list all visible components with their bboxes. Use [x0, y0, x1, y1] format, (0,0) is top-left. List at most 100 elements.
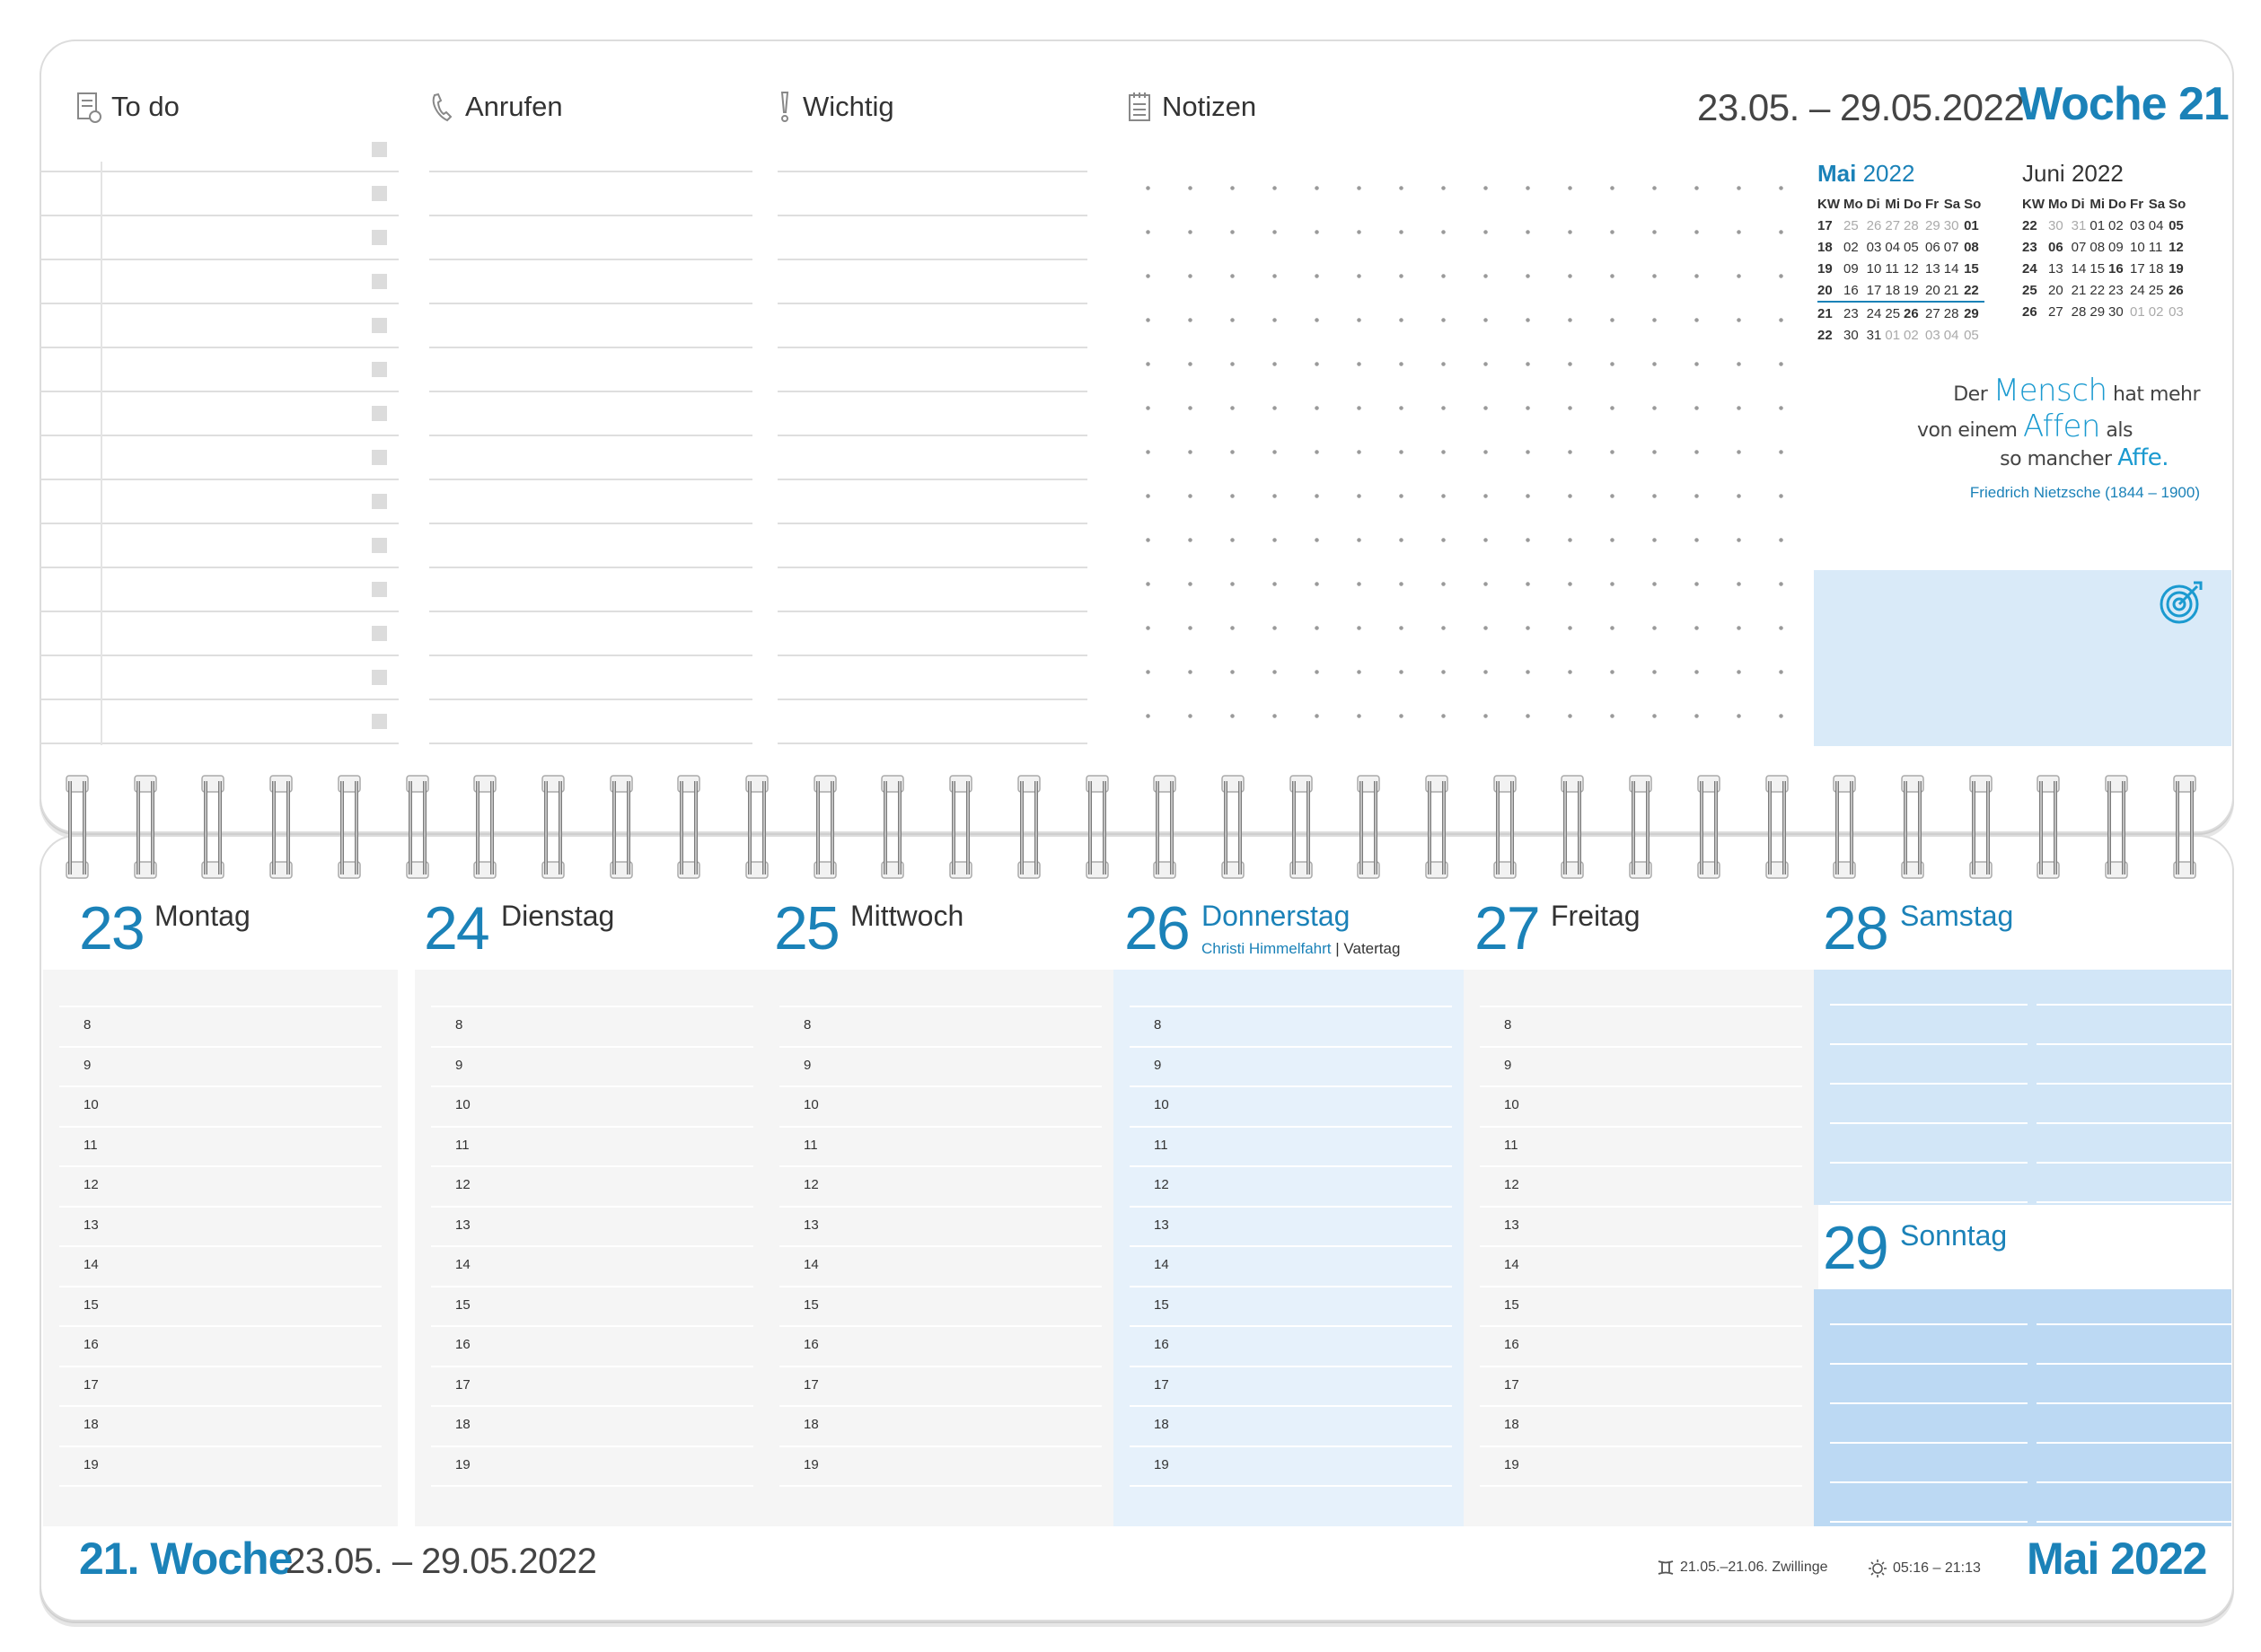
day-column[interactable]: 8 9 10 11 12 13 14 15 16 17 18 19: [415, 970, 770, 1526]
writing-line: [431, 1445, 753, 1447]
writing-line: [1830, 1521, 2028, 1523]
todo-checkbox[interactable]: [372, 626, 387, 641]
writing-line: [1830, 1004, 2028, 1006]
writing-line: [59, 1006, 382, 1007]
hour-label: 12: [804, 1177, 819, 1192]
hour-label: 16: [1154, 1337, 1169, 1352]
day-number: 28: [1823, 894, 1889, 962]
spiral-ring: [1697, 775, 1720, 879]
calendar-cell: 14: [1943, 260, 1959, 277]
writing-line: [1130, 1485, 1452, 1487]
calendar-cell: 06: [2048, 239, 2063, 255]
todo-checkbox[interactable]: [372, 318, 387, 333]
calendar-cell: 16: [2108, 260, 2124, 277]
writing-line: [779, 1365, 1102, 1367]
todo-checkbox[interactable]: [372, 670, 387, 685]
wichtig-lines[interactable]: [778, 126, 1087, 745]
week-range: 23.05. – 29.05.2022: [1697, 86, 2025, 128]
writing-line: [59, 1485, 382, 1487]
writing-line: [1480, 1006, 1802, 1007]
quote-author: Friedrich Nietzsche (1844 – 1900): [1969, 484, 2200, 501]
writing-line: [431, 1365, 753, 1367]
writing-line: [2037, 1122, 2231, 1124]
todo-lines[interactable]: [40, 126, 399, 745]
writing-line: [1130, 1325, 1452, 1327]
writing-line: [1830, 1363, 2028, 1365]
footer-month: Mai 2022: [2027, 1533, 2207, 1584]
exclamation-icon: [780, 92, 789, 122]
calendar-cell: 07: [2071, 239, 2087, 255]
hour-label: 8: [1154, 1017, 1162, 1032]
calendar-cell: 10: [2130, 239, 2145, 255]
day-name: Samstag: [1900, 900, 2014, 932]
writing-line: [429, 655, 752, 656]
calendar-cell: 01: [2089, 217, 2106, 233]
hour-label: 18: [804, 1417, 819, 1432]
writing-line: [779, 1085, 1102, 1087]
calendar-cell: 12: [2169, 239, 2184, 255]
hour-label: 19: [84, 1456, 99, 1472]
day-column[interactable]: 8 9 10 11 12 13 14 15 16 17 18 19: [763, 970, 1118, 1526]
todo-checkbox[interactable]: [372, 582, 387, 597]
spiral-ring: [1901, 775, 1924, 879]
calendar-cell: 25: [1843, 217, 1859, 233]
hour-label: 9: [1154, 1057, 1162, 1073]
todo-checkbox[interactable]: [372, 538, 387, 553]
calendar-cell: 05: [2169, 217, 2184, 233]
hour-label: 11: [1154, 1137, 1168, 1153]
hour-label: 17: [804, 1376, 819, 1393]
holiday-label: Christi Himmelfahrt | Vatertag: [1201, 940, 1401, 957]
writing-line: [59, 1125, 382, 1128]
notes-dot-grid[interactable]: [1127, 166, 1791, 741]
calendar-cell: 30: [1943, 217, 1959, 233]
calendar-cell: 29: [2089, 303, 2106, 320]
spiral-ring: [813, 775, 837, 879]
writing-line: [431, 1405, 753, 1407]
calendar-cell: 04: [1885, 239, 1901, 255]
writing-line: [1130, 1045, 1452, 1048]
writing-line: [429, 303, 752, 304]
todo-checkbox[interactable]: [372, 142, 387, 157]
day-name: Sonntag: [1900, 1219, 2008, 1252]
todo-checkbox[interactable]: [372, 186, 387, 201]
todo-checkbox[interactable]: [372, 362, 387, 377]
todo-checkbox[interactable]: [372, 450, 387, 465]
calendar-cell: 19: [1904, 282, 1919, 298]
todo-label: To do: [111, 91, 180, 122]
todo-checkbox[interactable]: [372, 406, 387, 421]
todo-checkbox[interactable]: [372, 274, 387, 289]
anrufen-lines[interactable]: [429, 126, 752, 745]
goal-box[interactable]: [1814, 570, 2231, 746]
footer-week: 21. Woche: [79, 1533, 293, 1584]
todo-checkbox[interactable]: [372, 714, 387, 729]
day-column[interactable]: 8 9 10 11 12 13 14 15 16 17 18 19: [43, 970, 398, 1526]
writing-line: [778, 699, 1087, 700]
calendar-cell: 13: [1925, 260, 1940, 277]
calendar-cell: 29: [1964, 301, 1985, 324]
calendar-cell: 26: [2169, 282, 2184, 298]
writing-line: [1130, 1405, 1452, 1407]
mini-calendar-title: Mai 2022: [1817, 160, 1915, 187]
hour-label: 12: [1504, 1177, 1519, 1192]
todo-checkbox[interactable]: [372, 494, 387, 509]
hour-label: 16: [84, 1337, 99, 1352]
hour-label: 18: [1154, 1417, 1169, 1432]
writing-line: [779, 1245, 1102, 1247]
calendar-cell: 05: [1904, 239, 1919, 255]
writing-line: [59, 1165, 382, 1167]
writing-line: [1130, 1205, 1452, 1208]
hour-label: 13: [455, 1217, 471, 1233]
hour-label: 11: [804, 1137, 818, 1153]
calendar-cell: 14: [2071, 260, 2087, 277]
writing-line: [1480, 1165, 1802, 1167]
calendar-cell: 03: [2169, 303, 2184, 320]
calendar-cell: 02: [2108, 217, 2124, 233]
day-column[interactable]: 8 9 10 11 12 13 14 15 16 17 18 19: [1113, 970, 1468, 1526]
todo-list-icon: [77, 92, 101, 123]
saturday-area[interactable]: [1814, 970, 2231, 1205]
hour-label: 15: [804, 1296, 819, 1313]
sunday-area[interactable]: [1814, 1289, 2231, 1526]
calendar-cell: 26: [1904, 301, 1926, 324]
todo-checkbox[interactable]: [372, 230, 387, 245]
day-column[interactable]: 8 9 10 11 12 13 14 15 16 17 18 19: [1464, 970, 1818, 1526]
